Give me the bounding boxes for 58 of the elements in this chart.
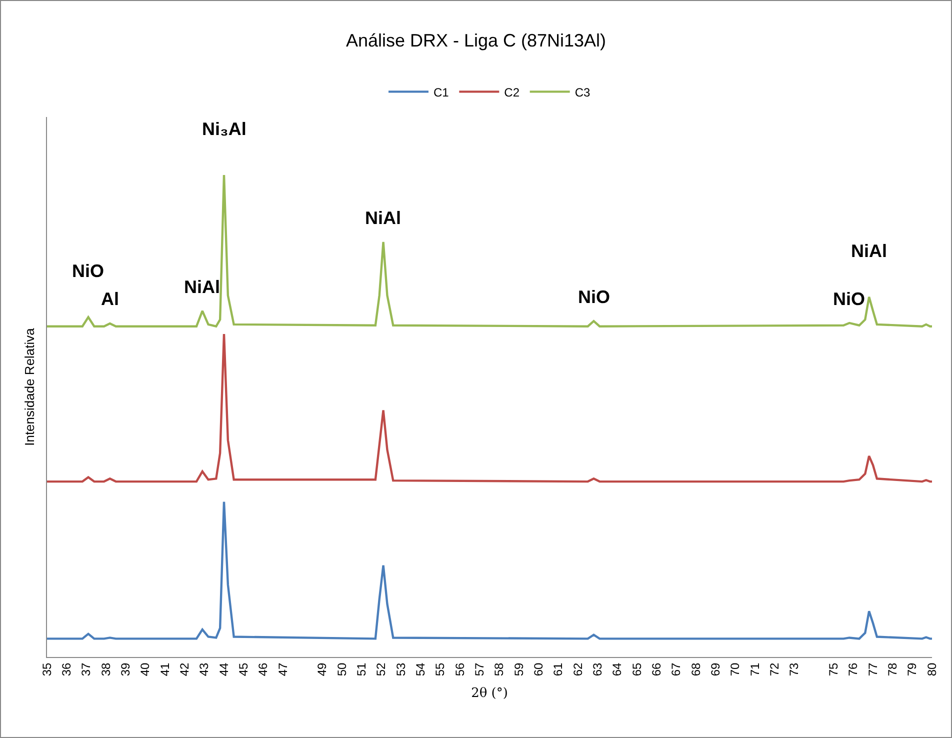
x-tick-label: 71 — [748, 662, 762, 676]
annotation: NiAl — [365, 208, 401, 228]
x-tick-label: 59 — [512, 662, 526, 676]
x-tick-label: 39 — [118, 662, 133, 676]
annotation: NiAl — [851, 241, 887, 261]
x-tick-label: 66 — [650, 662, 664, 676]
x-tick-label: 72 — [768, 662, 782, 676]
annotation: NiO — [833, 289, 866, 309]
x-tick-label: 53 — [394, 662, 408, 676]
annotation: NiO — [72, 261, 104, 281]
legend-label: C3 — [574, 85, 590, 100]
x-tick-label: 47 — [276, 662, 290, 676]
x-axis-title: 2θ (°) — [471, 686, 508, 701]
legend-label: C1 — [434, 85, 450, 100]
x-tick-label: 44 — [216, 662, 231, 676]
x-tick-label: 45 — [236, 662, 251, 676]
x-tick-label: 60 — [532, 662, 546, 676]
x-tick-label: 51 — [354, 662, 369, 676]
x-tick-label: 63 — [590, 662, 605, 676]
x-tick-label: 64 — [610, 662, 624, 676]
x-tick-label: 49 — [315, 662, 330, 676]
chart-title: Análise DRX - Liga C (87Ni13Al) — [346, 30, 606, 51]
x-tick-label: 75 — [826, 662, 841, 676]
x-tick-label: 61 — [551, 662, 566, 676]
x-tick-label: 56 — [452, 662, 467, 676]
x-tick-label: 69 — [708, 662, 723, 676]
x-tick-label: 68 — [688, 662, 703, 676]
x-tick-label: 73 — [787, 662, 802, 676]
x-tick-label: 67 — [669, 662, 684, 676]
x-tick-label: 77 — [866, 662, 880, 676]
x-tick-label: 46 — [256, 662, 270, 676]
y-axis-title: Intensidade Relativa — [22, 327, 37, 446]
x-tick-label: 52 — [374, 662, 388, 676]
x-tick-label: 62 — [570, 662, 585, 676]
x-tick-label: 79 — [905, 662, 920, 676]
x-tick-label: 57 — [472, 662, 487, 676]
x-tick-label: 43 — [197, 662, 212, 676]
x-tick-label: 58 — [492, 662, 506, 676]
x-tick-label: 37 — [79, 662, 94, 676]
x-tick-label: 41 — [158, 662, 172, 676]
annotation: Ni₃Al — [202, 119, 246, 139]
x-tick-label: 65 — [630, 662, 644, 676]
annotation: Al — [101, 289, 119, 309]
legend-label: C2 — [504, 85, 520, 100]
x-tick-label: 55 — [433, 662, 448, 676]
annotation: NiO — [578, 287, 610, 307]
x-tick-label: 50 — [334, 662, 349, 676]
annotation: NiAl — [184, 277, 220, 297]
x-tick-label: 80 — [924, 662, 939, 676]
x-tick-label: 40 — [138, 662, 152, 676]
x-tick-label: 78 — [886, 662, 900, 676]
x-tick-label: 42 — [178, 662, 192, 676]
x-tick-label: 36 — [60, 662, 74, 676]
x-tick-label: 70 — [728, 662, 742, 676]
x-tick-label: 54 — [414, 662, 428, 676]
x-tick-label: 35 — [40, 662, 54, 676]
x-tick-label: 76 — [846, 662, 860, 676]
x-tick-label: 38 — [98, 662, 113, 676]
